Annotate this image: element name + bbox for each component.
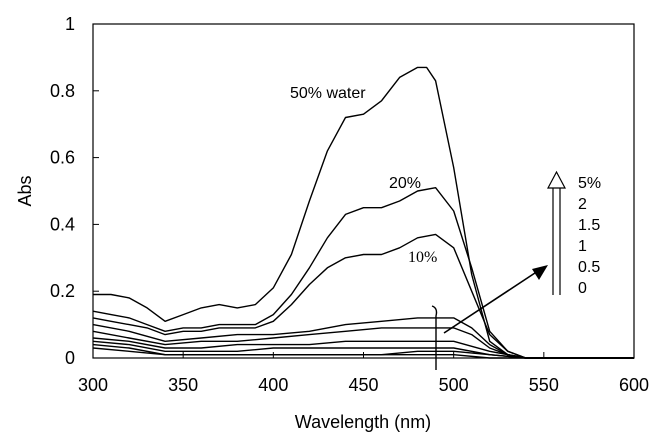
arrow-label-5: 5% bbox=[578, 175, 601, 192]
y-tick-labels: 0 0.2 0.4 0.6 0.8 1 bbox=[50, 14, 75, 368]
x-tick-label: 300 bbox=[78, 375, 108, 395]
y-tick-label: 0.8 bbox=[50, 81, 75, 101]
pointer-arrowhead bbox=[532, 265, 548, 280]
series-line bbox=[92, 347, 634, 359]
increase-arrow-head bbox=[547, 170, 566, 189]
x-tick-labels: 300 350 400 450 500 550 600 bbox=[78, 375, 649, 395]
y-axis-title: Abs bbox=[15, 175, 35, 206]
arrow-label-0: 0 bbox=[578, 280, 587, 297]
series-line bbox=[92, 187, 634, 359]
pointer-arrow-shaft bbox=[443, 268, 542, 334]
arrow-label-1: 1 bbox=[578, 238, 587, 255]
y-tick-label: 0.2 bbox=[50, 281, 75, 301]
series-lines bbox=[92, 66, 634, 359]
x-tick-label: 400 bbox=[258, 375, 288, 395]
x-tick-label: 450 bbox=[348, 375, 378, 395]
arrow-label-1-5: 1.5 bbox=[578, 217, 600, 234]
axis-ticks bbox=[92, 23, 635, 359]
series-line bbox=[92, 233, 634, 359]
arrow-label-0-5: 0.5 bbox=[578, 259, 600, 276]
y-tick-label: 1 bbox=[65, 14, 75, 34]
x-tick-label: 500 bbox=[439, 375, 469, 395]
x-axis-title: Wavelength (nm) bbox=[295, 412, 431, 432]
x-tick-label: 350 bbox=[168, 375, 198, 395]
annotation-20-percent: 20% bbox=[389, 175, 421, 192]
x-tick-label: 600 bbox=[619, 375, 649, 395]
y-tick-label: 0.6 bbox=[50, 148, 75, 168]
series-line bbox=[92, 337, 634, 359]
x-tick-label: 550 bbox=[529, 375, 559, 395]
annotation-50-water: 50% water bbox=[290, 85, 366, 102]
y-tick-label: 0.4 bbox=[50, 214, 75, 234]
annotation-10-percent: 10% bbox=[408, 249, 437, 266]
arrow-label-2: 2 bbox=[578, 196, 587, 213]
y-tick-label: 0 bbox=[65, 348, 75, 368]
low-concentration-bracket bbox=[431, 305, 438, 370]
